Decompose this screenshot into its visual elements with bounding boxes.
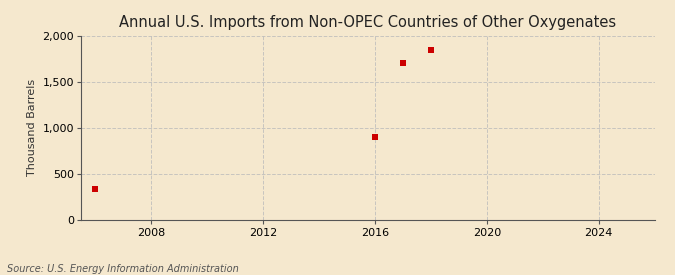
Title: Annual U.S. Imports from Non-OPEC Countries of Other Oxygenates: Annual U.S. Imports from Non-OPEC Countr… <box>119 15 616 31</box>
Y-axis label: Thousand Barrels: Thousand Barrels <box>27 79 37 177</box>
Text: Source: U.S. Energy Information Administration: Source: U.S. Energy Information Administ… <box>7 264 238 274</box>
